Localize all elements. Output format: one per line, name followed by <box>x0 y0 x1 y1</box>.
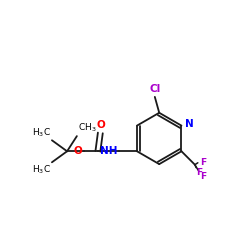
Text: NH: NH <box>100 146 117 156</box>
Text: Cl: Cl <box>149 84 160 94</box>
Text: H$_3$C: H$_3$C <box>32 126 51 139</box>
Text: CH$_3$: CH$_3$ <box>78 122 97 134</box>
Text: F: F <box>200 172 206 181</box>
Text: F: F <box>200 158 206 167</box>
Text: H$_3$C: H$_3$C <box>32 164 51 176</box>
Text: F: F <box>196 168 202 177</box>
Text: O: O <box>74 146 82 156</box>
Text: O: O <box>96 120 105 130</box>
Text: N: N <box>185 120 194 130</box>
